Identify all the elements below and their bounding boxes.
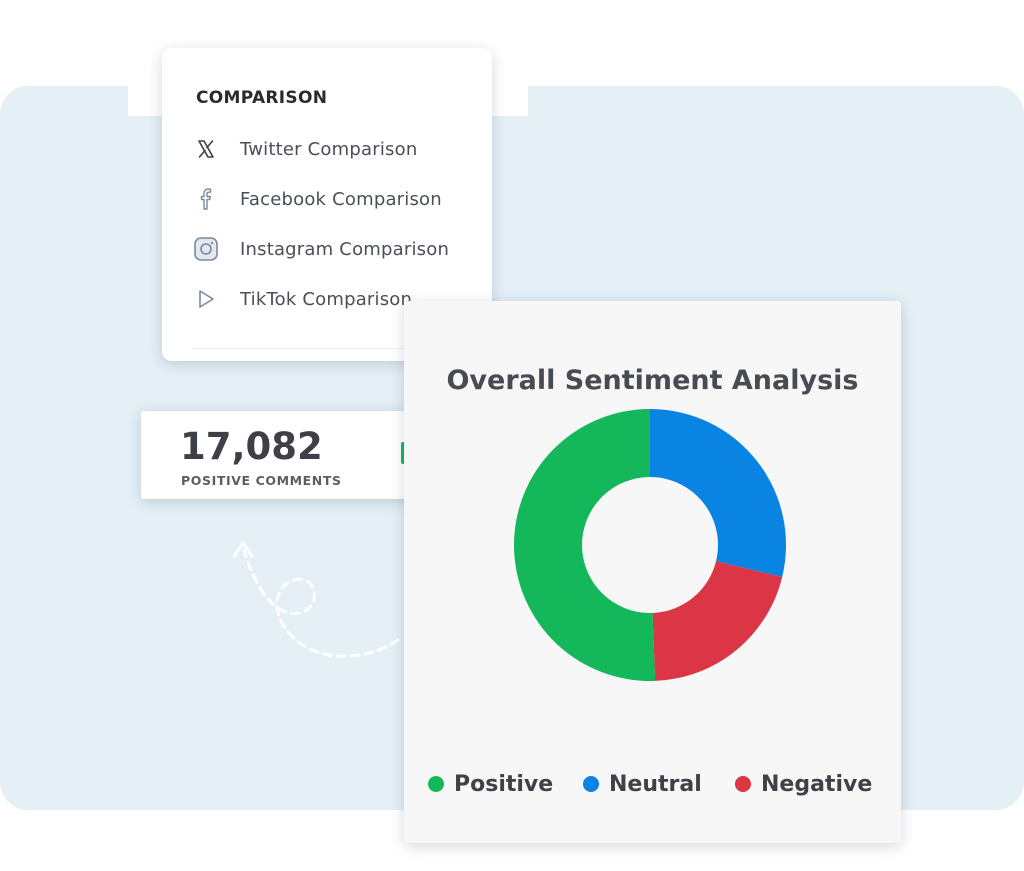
instagram-icon (192, 235, 220, 263)
legend-positive-dot (428, 776, 444, 792)
menu-divider (192, 348, 478, 349)
x-twitter-icon (192, 135, 220, 163)
menu-item-twitter[interactable]: Twitter Comparison (192, 134, 417, 164)
stat-value: 17,082 (180, 425, 323, 468)
stat-label: POSITIVE COMMENTS (181, 473, 342, 488)
donut-slice-neutral (650, 409, 786, 578)
legend-item-neutral: Neutral (583, 769, 702, 799)
legend-label: Neutral (609, 771, 702, 797)
chart-title: Overall Sentiment Analysis (446, 365, 859, 396)
donut-slice-negative (652, 561, 783, 681)
menu-item-instagram[interactable]: Instagram Comparison (192, 234, 449, 264)
play-icon (192, 285, 220, 313)
legend-item-negative: Negative (735, 769, 872, 799)
legend-neutral-dot (583, 776, 599, 792)
menu-item-tiktok[interactable]: TikTok Comparison (192, 284, 412, 314)
legend-negative-dot (735, 776, 751, 792)
facebook-icon (192, 185, 220, 213)
legend-label: Positive (454, 771, 554, 797)
legend-item-positive: Positive (428, 769, 553, 799)
donut-slice-positive (514, 409, 656, 681)
menu-item-label: Instagram Comparison (240, 238, 450, 260)
menu-item-label: Facebook Comparison (240, 188, 442, 210)
menu-title: COMPARISON (196, 88, 328, 108)
legend-label: Negative (761, 771, 873, 797)
sentiment-chart-card: Overall Sentiment Analysis Positive Neut… (404, 301, 901, 843)
menu-item-facebook[interactable]: Facebook Comparison (192, 184, 442, 214)
menu-item-label: Twitter Comparison (240, 138, 418, 160)
menu-item-label: TikTok Comparison (240, 288, 413, 310)
sentiment-donut-chart (514, 409, 786, 681)
